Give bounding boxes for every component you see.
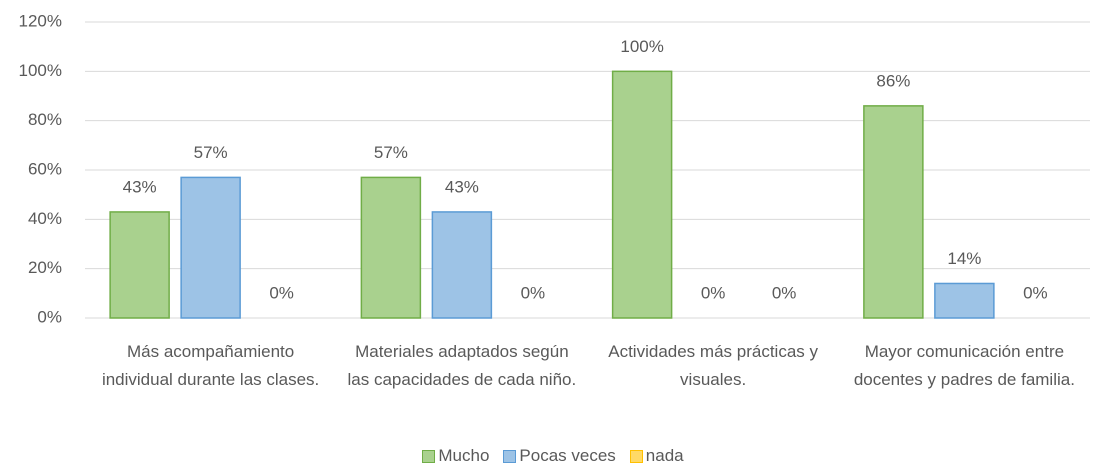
- legend-swatch: [422, 449, 436, 463]
- x-tick-label: Materiales adaptados según las capacidad…: [347, 342, 577, 389]
- data-label: 0%: [521, 283, 546, 302]
- y-tick-label: 120%: [19, 11, 62, 30]
- legend-item: Pocas veces: [503, 446, 616, 466]
- bar: [863, 105, 924, 319]
- data-label: 43%: [123, 177, 157, 196]
- legend-item: nada: [629, 446, 684, 466]
- data-label: 86%: [876, 71, 910, 90]
- x-tick-label: Más acompañamiento individual durante la…: [101, 342, 320, 389]
- y-tick-label: 100%: [19, 61, 62, 80]
- data-label: 0%: [772, 283, 797, 302]
- data-label: 0%: [269, 283, 294, 302]
- legend: Mucho Pocas veces nada: [0, 446, 1106, 466]
- y-tick-label: 80%: [28, 110, 62, 129]
- data-label: 100%: [620, 37, 663, 56]
- x-tick-label: Mayor comunicación entre docentes y padr…: [853, 342, 1075, 389]
- data-label: 57%: [374, 143, 408, 162]
- data-label: 0%: [1023, 283, 1048, 302]
- data-label: 57%: [194, 143, 228, 162]
- data-label: 0%: [701, 283, 726, 302]
- data-label: 43%: [445, 177, 479, 196]
- legend-swatch: [629, 449, 643, 463]
- legend-label: Mucho: [438, 446, 490, 465]
- bar: [611, 70, 673, 319]
- x-tick-label: Actividades más prácticas y visuales.: [608, 342, 818, 389]
- bar: [431, 211, 493, 319]
- legend-label: nada: [645, 446, 684, 465]
- bar: [360, 176, 422, 319]
- y-tick-label: 60%: [28, 159, 62, 178]
- bar: [934, 282, 995, 319]
- y-tick-label: 20%: [28, 258, 62, 277]
- data-label: 14%: [947, 249, 981, 268]
- plot: 0% 20% 40% 60% 80% 100% 120% 43% 57% 0% 57% 43% 0% 10…: [19, 11, 1090, 326]
- bar: [180, 176, 241, 319]
- y-tick-label: 0%: [37, 307, 62, 326]
- y-tick-label: 40%: [28, 209, 62, 228]
- legend-swatch: [503, 449, 517, 463]
- legend-label: Pocas veces: [519, 446, 616, 465]
- bar: [109, 211, 170, 319]
- legend-item: Mucho: [422, 446, 489, 466]
